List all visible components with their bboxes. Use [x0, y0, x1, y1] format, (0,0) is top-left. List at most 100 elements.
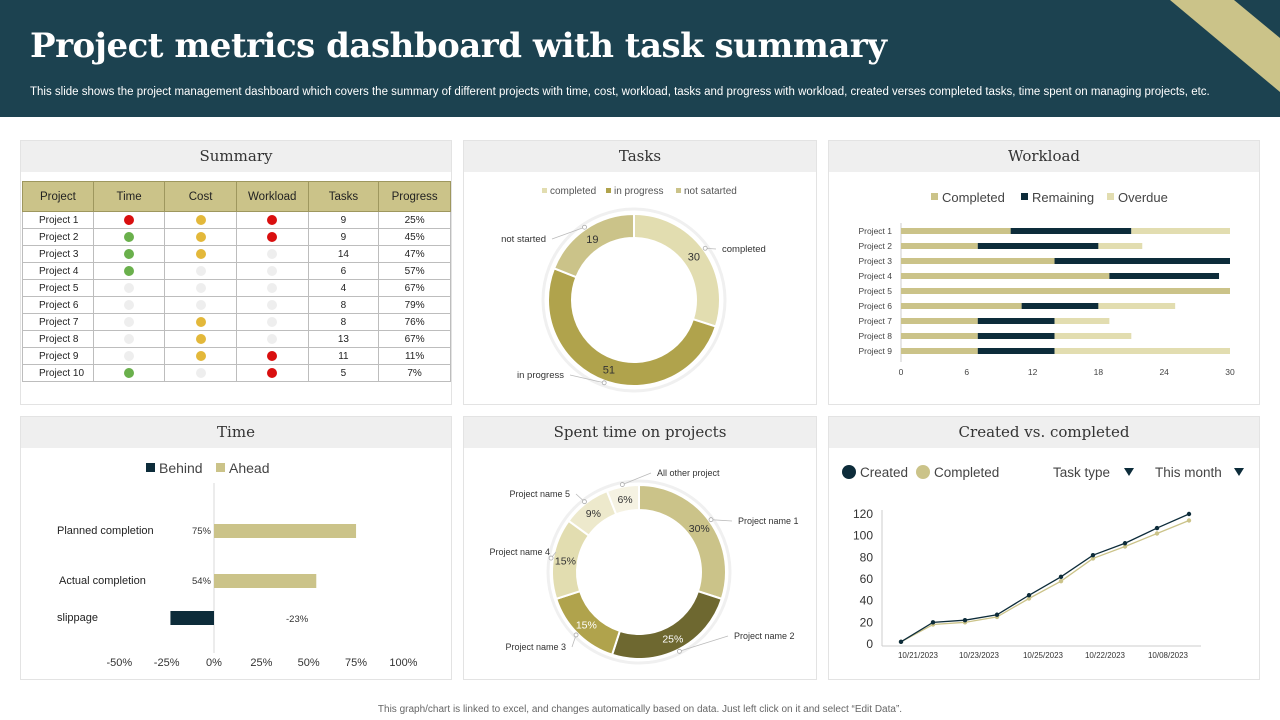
time-status-cell — [92, 245, 166, 263]
project-cell: Project 5 — [22, 279, 94, 297]
time-status-cell — [92, 262, 166, 280]
month-control: This month — [1155, 465, 1222, 480]
created-completed-panel: Created vs. completed Created Completed Ta… — [828, 416, 1260, 680]
progress-cell: 76% — [378, 313, 451, 331]
slice-value-label: 30 — [688, 252, 700, 264]
slice-name-label: not started — [501, 234, 546, 245]
donut-slice — [638, 483, 727, 601]
workload-chart: Completed Remaining Overdue Project 1 Projec… — [858, 190, 1235, 377]
tasks-panel: Tasks completed in progress not satarted 30… — [463, 140, 817, 405]
table-row: Project 3 14 47% — [22, 245, 451, 263]
series-point — [1026, 596, 1032, 601]
tasks-cell: 8 — [307, 296, 380, 314]
series-point — [1058, 574, 1064, 580]
workload-status-cell — [235, 211, 309, 229]
time-status-cell — [92, 364, 166, 382]
spent-time-panel: Spent time on projects 30% Project name 1… — [463, 416, 817, 680]
leader-line — [551, 226, 585, 240]
slice-name-label: Project name 1 — [738, 516, 799, 526]
legend-label: Created — [860, 465, 908, 480]
legend-swatch — [931, 193, 938, 200]
workload-bar-segment — [977, 243, 1099, 249]
corner-decoration — [1170, 0, 1280, 92]
workload-status-dot — [267, 333, 278, 344]
slice-value-label: 15% — [555, 555, 576, 567]
slice-value-label: 51 — [603, 365, 615, 377]
legend-label: Behind — [159, 460, 203, 476]
cost-status-cell — [164, 228, 237, 246]
dropdown-triangle-icon — [1124, 468, 1134, 476]
category-label: Project 2 — [858, 241, 892, 251]
workload-status-dot — [267, 367, 278, 378]
project-cell: Project 8 — [22, 330, 94, 348]
donut-ring-shadow — [546, 479, 732, 665]
project-cell: Project 7 — [22, 313, 94, 331]
slice-value-label: 19 — [586, 234, 598, 246]
project-cell: Project 6 — [22, 296, 94, 314]
created-completed-chart: Created Completed Task type This month 120 10… — [842, 465, 1244, 660]
footer-note: This graph/chart is linked to excel, and… — [377, 704, 903, 715]
series-point — [962, 617, 968, 623]
cost-status-dot — [195, 265, 206, 276]
leader-dot — [582, 499, 587, 505]
category-label: Project 9 — [858, 346, 892, 356]
leader-dot — [548, 555, 554, 561]
project-cell: Project 10 — [22, 364, 94, 382]
tasks-title: Tasks — [464, 141, 816, 172]
leader-line — [569, 374, 605, 384]
x-tick-label: 24 — [1159, 367, 1169, 377]
progress-cell: 67% — [378, 279, 451, 297]
cost-status-dot — [195, 350, 206, 361]
summary-panel: Summary Project Time Cost Workload Tasks Prog… — [20, 140, 452, 405]
slice-name-label: All other project — [657, 468, 720, 478]
project-cell: Project 2 — [22, 228, 94, 246]
workload-bar-segment — [977, 318, 1055, 324]
workload-bar-segment — [901, 303, 1022, 309]
progress-cell: 45% — [378, 228, 451, 246]
time-status-cell — [92, 330, 166, 348]
cost-status-dot — [195, 231, 206, 242]
category-label: Project 5 — [858, 286, 892, 296]
time-status-dot — [124, 248, 135, 259]
x-tick-label: 50% — [298, 657, 320, 669]
progress-cell: 67% — [378, 330, 451, 348]
leader-dot — [677, 648, 682, 654]
dropdown-triangle-icon — [1234, 468, 1244, 476]
summary-table: Project Time Cost Workload Tasks Progress Pro… — [22, 181, 451, 382]
legend-swatch — [1107, 193, 1114, 200]
time-status-cell — [92, 296, 166, 314]
workload-bar-segment — [1109, 273, 1220, 279]
time-status-dot — [124, 350, 135, 361]
workload-bar-segment — [1054, 348, 1230, 354]
legend-label: Ahead — [229, 460, 269, 476]
workload-bar-segment — [977, 333, 1055, 339]
leader-dot — [582, 224, 587, 230]
workload-bar-segment — [1098, 303, 1176, 309]
workload-bar-segment — [1010, 228, 1132, 234]
workload-bar-segment — [1098, 243, 1143, 249]
column-header: Progress — [378, 181, 451, 212]
leader-line — [679, 635, 729, 652]
slice-name-label: Project name 3 — [505, 642, 566, 652]
cost-status-cell — [164, 296, 237, 314]
donut-ring-shadow — [541, 207, 727, 393]
cost-status-cell — [164, 211, 237, 229]
workload-status-cell — [235, 245, 309, 263]
x-tick-label: 30 — [1225, 367, 1235, 377]
workload-bar-segment — [901, 318, 978, 324]
time-status-cell — [92, 211, 166, 229]
workload-bar-segment — [901, 288, 1230, 294]
category-label: Project 6 — [858, 301, 892, 311]
cost-status-dot — [195, 367, 206, 378]
workload-panel: Workload Completed Remaining Overdue Projec… — [828, 140, 1260, 405]
workload-bar-segment — [1021, 303, 1099, 309]
page-description: This slide shows the project management … — [30, 86, 1210, 98]
cost-status-dot — [195, 316, 206, 327]
time-title: Time — [21, 417, 451, 448]
category-label: Project 1 — [858, 226, 892, 236]
series-point — [1186, 511, 1192, 517]
workload-bar-segment — [901, 273, 1110, 279]
progress-cell: 57% — [378, 262, 451, 280]
time-bar — [214, 574, 317, 588]
workload-bar-segment — [977, 348, 1055, 354]
